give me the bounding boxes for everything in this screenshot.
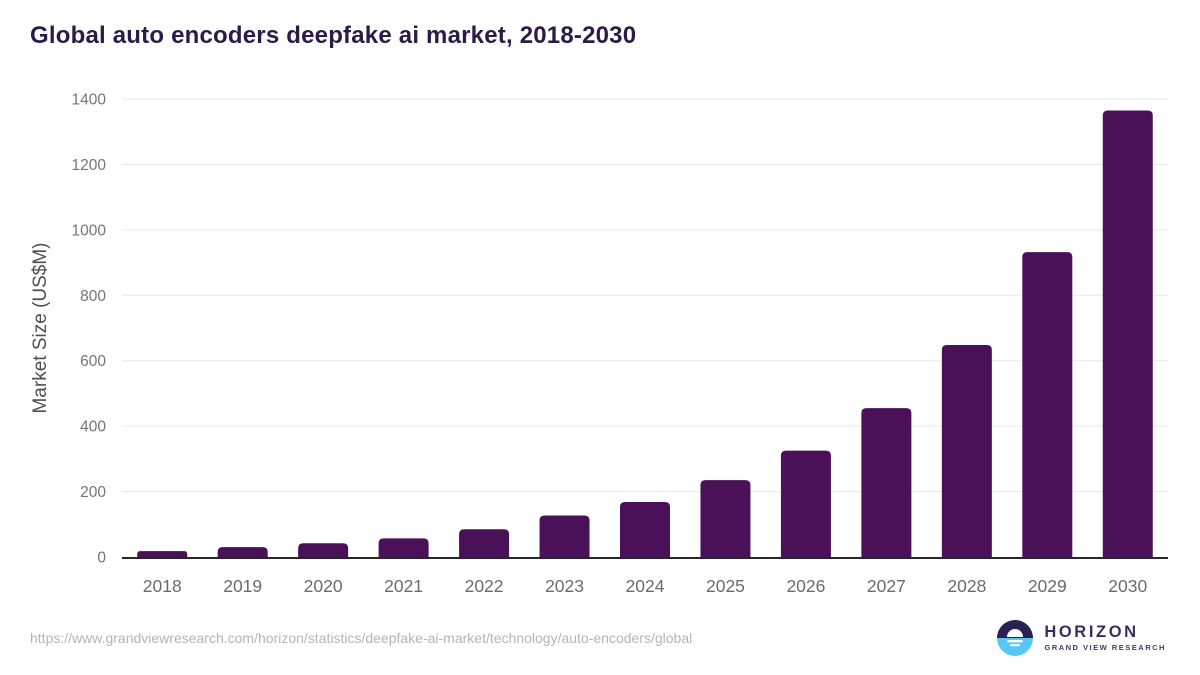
logo-name: HORIZON	[1044, 622, 1139, 641]
bar-2026	[780, 450, 831, 557]
x-tick-label-2018: 2018	[143, 576, 182, 596]
bar-2027	[861, 408, 912, 557]
bar-2025	[700, 480, 751, 557]
x-tick-label-2028: 2028	[947, 576, 986, 596]
bar-2020	[298, 543, 349, 557]
bar-2024	[620, 502, 670, 557]
y-tick-label-400: 400	[80, 419, 106, 436]
x-tick-label-2029: 2029	[1028, 576, 1067, 596]
y-tick-label-0: 0	[97, 550, 106, 567]
footer: https://www.grandviewresearch.com/horizo…	[30, 614, 1166, 662]
bar-2021	[378, 538, 429, 557]
x-tick-label-2024: 2024	[626, 576, 665, 596]
y-tick-label-1400: 1400	[72, 92, 107, 109]
x-tick-label-2025: 2025	[706, 576, 745, 596]
x-tick-label-2022: 2022	[465, 576, 504, 596]
y-axis-title: Market Size (US$M)	[30, 242, 51, 413]
x-tick-label-2020: 2020	[304, 576, 343, 596]
bar-2028	[941, 345, 992, 557]
horizon-logo-icon	[997, 620, 1034, 656]
y-tick-label-1000: 1000	[72, 222, 107, 239]
bar-2029	[1022, 252, 1073, 558]
bar-2019	[217, 547, 268, 557]
y-tick-label-600: 600	[80, 353, 106, 370]
y-tick-label-800: 800	[80, 288, 106, 305]
chart-title: Global auto encoders deepfake ai market,…	[30, 22, 637, 49]
y-tick-label-200: 200	[80, 484, 106, 501]
x-tick-label-2030: 2030	[1108, 576, 1147, 596]
x-tick-label-2026: 2026	[786, 576, 825, 596]
logo-sun-icon	[1007, 629, 1024, 637]
logo-circle-bottom-half	[997, 638, 1034, 656]
x-tick-label-2023: 2023	[545, 576, 584, 596]
bar-2023	[539, 515, 590, 557]
market-size-bar-chart: 0 200 400 600 800 1000 1200 1400 2018 2019 2020 202…	[30, 92, 1168, 596]
x-tick-label-2021: 2021	[384, 576, 423, 596]
logo-text-block: HORIZON GRAND VIEW RESEARCH	[1044, 622, 1166, 653]
bar-2030	[1102, 110, 1153, 557]
x-tick-label-2027: 2027	[867, 576, 906, 596]
x-tick-label-2019: 2019	[223, 576, 262, 596]
logo-tagline: GRAND VIEW RESEARCH	[1044, 643, 1166, 653]
bar-2018	[137, 551, 188, 557]
y-tick-label-1200: 1200	[72, 157, 107, 174]
bar-2022	[459, 529, 510, 557]
source-url: https://www.grandviewresearch.com/horizo…	[30, 630, 693, 646]
horizon-logo: HORIZON GRAND VIEW RESEARCH	[995, 618, 1166, 658]
